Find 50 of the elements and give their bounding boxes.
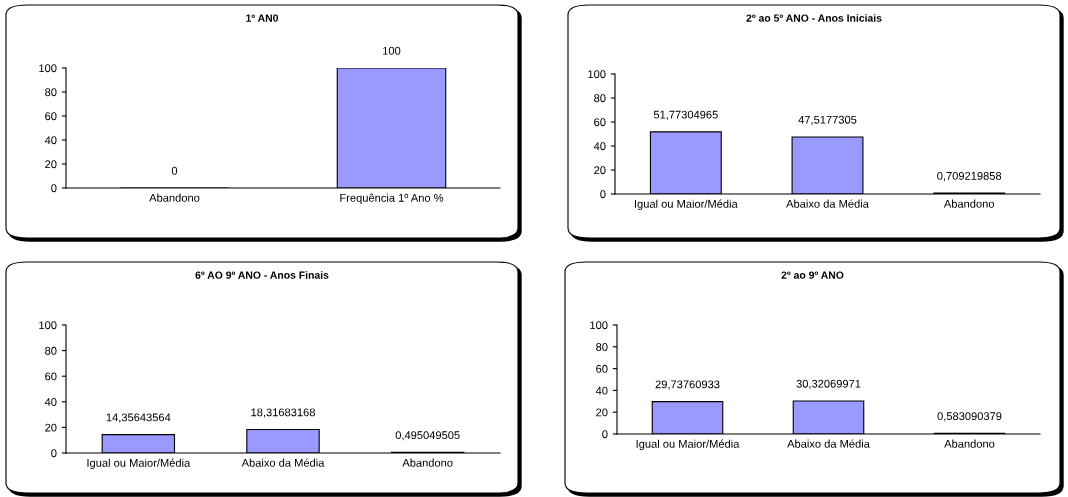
data-label: 14,35643564 [106, 413, 171, 423]
x-tick-label: Abaixo da Média [787, 439, 870, 448]
data-label: 29,73760933 [655, 380, 720, 390]
x-tick-label: Frequência 1º Ano % [340, 193, 444, 204]
y-tick-label: 100 [39, 64, 57, 73]
y-tick-label: 60 [45, 372, 57, 381]
y-tick-label: 100 [39, 321, 57, 330]
x-tick-label: Abaixo da Média [241, 458, 325, 467]
chart-title: 2º ao 9º ANO [781, 271, 844, 279]
chart-title: 1º AN0 [246, 14, 279, 22]
y-tick-label: 80 [45, 346, 57, 355]
x-tick-label: Abaixo da Média [786, 199, 869, 208]
data-label: 0,583090379 [937, 412, 1002, 422]
data-label: 30,32069971 [796, 379, 861, 389]
data-label: 0,495049505 [395, 431, 460, 441]
y-tick-label: 0 [600, 190, 606, 199]
y-tick-label: 40 [593, 142, 606, 151]
y-tick-label: 60 [594, 118, 606, 127]
data-label: 0 [171, 166, 178, 175]
data-label: 100 [383, 46, 401, 55]
x-tick-label: Igual ou Maior/Média [87, 458, 191, 470]
y-tick-label: 100 [590, 321, 608, 330]
x-tick-label: Igual ou Maior/Média [636, 439, 740, 451]
chart-title: 2º ao 5º ANO - Anos Iniciais [746, 14, 882, 22]
x-tick-label: Abandono [943, 199, 995, 208]
y-tick-label: 40 [44, 136, 57, 145]
y-tick-label: 100 [588, 70, 606, 79]
y-tick-label: 20 [45, 423, 57, 432]
x-tick-label: Igual ou Maior/Média [634, 199, 738, 211]
data-label: 47,5177305 [798, 115, 857, 125]
x-tick-label: Abandono [149, 193, 200, 202]
y-tick-label: 0 [602, 430, 608, 439]
data-label: 51,77304965 [653, 110, 718, 120]
y-tick-label: 80 [45, 88, 57, 97]
y-tick-label: 20 [45, 160, 57, 169]
y-tick-label: 60 [596, 364, 608, 373]
y-tick-label: 20 [594, 166, 606, 175]
y-tick-label: 0 [51, 449, 57, 458]
y-tick-label: 80 [594, 94, 606, 103]
y-tick-label: 40 [44, 398, 57, 406]
y-tick-label: 0 [51, 184, 57, 193]
x-tick-label: Abandono [944, 439, 995, 448]
y-tick-label: 20 [596, 408, 608, 417]
x-tick-label: Abandono [402, 458, 453, 467]
y-tick-label: 80 [596, 343, 608, 351]
data-label: 18,31683168 [251, 408, 315, 418]
data-label: 0,709219858 [937, 171, 1002, 182]
chart-title: 6º AO 9º ANO - Anos Finais [195, 271, 329, 279]
y-tick-label: 60 [45, 112, 57, 121]
y-tick-label: 40 [595, 386, 608, 395]
